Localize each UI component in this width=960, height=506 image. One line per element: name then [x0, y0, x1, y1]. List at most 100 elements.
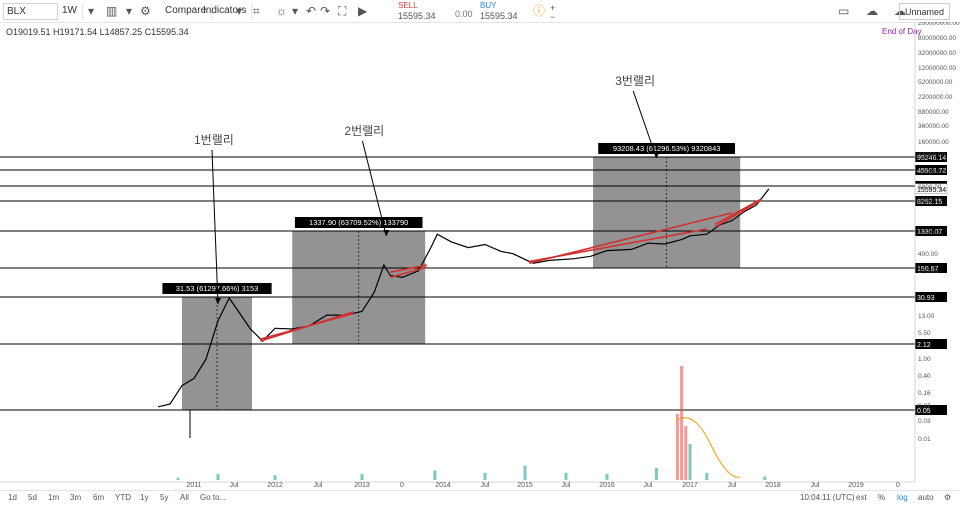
percent-toggle[interactable]: % [878, 493, 886, 502]
buy-value: 15595.34 [480, 11, 518, 21]
spread-value: 0.00 [455, 9, 473, 19]
y-tick-label: 0.03 [918, 418, 931, 425]
y-tick-label: 400.00 [918, 251, 938, 258]
x-tick-label: Jul [314, 482, 323, 489]
x-tick-label: 2017 [682, 482, 698, 489]
rally-title: 3번랠리 [615, 74, 655, 88]
sell-button[interactable]: SELL 15595.34 [398, 1, 448, 21]
range-button-1d[interactable]: 1d [8, 493, 17, 502]
replay-icon[interactable]: ▶ [358, 4, 368, 18]
rally-measure-label: 1337.90 (63709.52%) 133790 [309, 218, 408, 227]
goto-button[interactable]: Go to... [200, 493, 227, 502]
range-button-3m[interactable]: 3m [70, 493, 82, 502]
y-tick-label: 5200000.00 [918, 79, 953, 86]
volume-bar [483, 472, 487, 480]
range-button-1y[interactable]: 1y [140, 493, 149, 502]
chevron-down-icon[interactable]: ▾ [236, 4, 243, 18]
volume-ma-line [677, 417, 741, 478]
x-tick-label: 2012 [267, 482, 283, 489]
indicators-button[interactable]: Indicators [198, 3, 253, 19]
y-tick-label: 170.00 [918, 268, 938, 275]
y-tick-label: 0.01 [918, 436, 931, 443]
chevron-down-icon[interactable]: ▾ [88, 4, 95, 18]
x-tick-label: 2011 [186, 482, 201, 489]
fullscreen-icon[interactable]: ⛶ [338, 4, 347, 18]
y-tick-label: 160000.00 [918, 139, 949, 146]
layout-icon[interactable]: ▭ [838, 4, 850, 18]
rally-title: 1번랠리 [194, 133, 234, 147]
range-button-5y[interactable]: 5y [160, 493, 169, 502]
y-tick-label: 64000.00 [918, 152, 945, 159]
interval-button[interactable]: 1W [57, 3, 83, 19]
y-tick-label: 0.16 [918, 390, 931, 397]
buy-button[interactable]: BUY 15595.34 [480, 1, 530, 21]
price-series [157, 188, 770, 438]
undo-icon[interactable]: ↶ [306, 4, 317, 18]
range-button-ytd[interactable]: YTD [115, 493, 131, 502]
rally-arrowhead [215, 298, 221, 304]
range-button-5d[interactable]: 5d [28, 493, 37, 502]
info-icon[interactable]: ⓘ [533, 4, 546, 18]
x-tick-label: Jul [644, 482, 653, 489]
candlestick-icon[interactable]: ▥ [106, 4, 118, 18]
volume-bar [176, 477, 180, 480]
y-tick-label: 12000000.00 [918, 65, 956, 72]
trend-line [260, 312, 354, 340]
x-tick-label: Jul [811, 482, 820, 489]
x-tick-label: 2016 [599, 482, 615, 489]
log-toggle[interactable]: log [897, 493, 908, 502]
level-label: 95246.14 [917, 155, 946, 162]
cloud-icon[interactable]: ☁ [866, 4, 878, 18]
trend-line [390, 266, 428, 279]
gear-icon[interactable]: ⚙ [944, 493, 952, 502]
alert-icon[interactable]: ☼ [276, 4, 287, 18]
y-tick-label: 1000.00 [918, 229, 942, 236]
level-label: 0.05 [917, 408, 931, 415]
cloud-upload-icon[interactable]: ☁ [894, 4, 906, 18]
plus-icon[interactable]: + [550, 3, 556, 13]
horizontal-levels: 95246.1445903.7218009.0615595.348252.151… [0, 152, 948, 415]
x-tick-label: Jul [728, 482, 737, 489]
range-button-6m[interactable]: 6m [93, 493, 105, 502]
y-tick-label: 13.00 [918, 313, 935, 320]
x-tick-label: 2018 [765, 482, 781, 489]
rally-measure-bg [598, 143, 736, 154]
x-tick-label: 0 [896, 482, 900, 489]
volume-bar [705, 472, 709, 480]
minus-icon[interactable]: − [550, 12, 556, 22]
template-icon[interactable]: ⌗ [253, 4, 260, 18]
range-button-1m[interactable]: 1m [48, 493, 60, 502]
x-tick-label: Jul [481, 482, 490, 489]
redo-icon[interactable]: ↷ [320, 4, 331, 18]
level-label: 15595.34 [917, 187, 946, 194]
x-tick-label: 2013 [354, 482, 370, 489]
volume-bar [564, 472, 568, 480]
chevron-down-icon[interactable]: ▾ [292, 4, 299, 18]
level-label: 150.67 [917, 266, 939, 273]
trend-line [528, 228, 707, 263]
compare-button[interactable]: Compare [160, 3, 213, 19]
level-label-bg [915, 339, 947, 349]
symbol-input[interactable]: BLX [3, 3, 58, 20]
axes: 200000000.00 80000000.00 32000000.00 120000… [0, 22, 960, 489]
price-chart[interactable]: 95246.1445903.7218009.0615595.348252.151… [0, 22, 960, 489]
layout-name-button[interactable]: Unnamed [898, 3, 950, 20]
y-tick-label: 2200000.00 [918, 94, 953, 101]
y-tick-label: 880000.00 [918, 109, 949, 116]
chevron-down-icon[interactable]: ▾ [126, 4, 133, 18]
y-tick-label: 200000000.00 [918, 22, 960, 27]
gear-icon[interactable]: ⚙ [140, 4, 151, 18]
volume-bar [523, 465, 527, 480]
volume-bar [688, 444, 692, 480]
ext-toggle[interactable]: ext [856, 493, 867, 502]
auto-toggle[interactable]: auto [918, 493, 934, 502]
clock-readout: 10:04:11 (UTC) [800, 493, 855, 502]
y-tick-label: 1.00 [918, 356, 931, 363]
level-label: 1330.07 [917, 229, 942, 236]
rally-arrow [632, 90, 657, 159]
range-button-all[interactable]: All [180, 493, 189, 502]
volume-bar [216, 474, 220, 480]
level-label: 2.12 [917, 342, 931, 349]
x-tick-label: Jul [562, 482, 571, 489]
y-tick-label: 0.40 [918, 373, 931, 380]
